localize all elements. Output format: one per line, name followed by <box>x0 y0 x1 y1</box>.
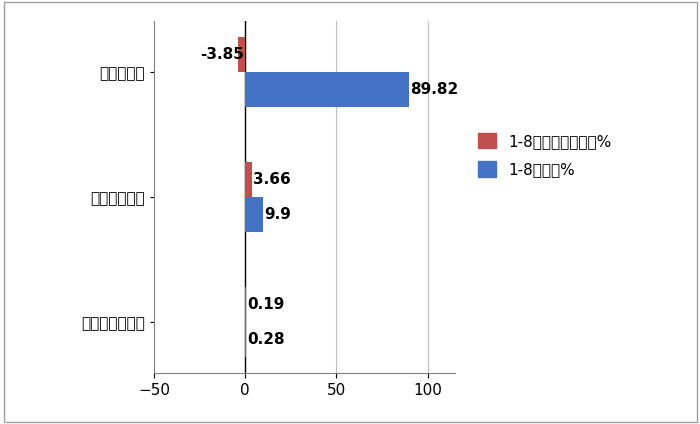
Legend: 1-8月占比同比增减%, 1-8月占比%: 1-8月占比同比增减%, 1-8月占比% <box>477 133 612 177</box>
Bar <box>245 162 252 197</box>
Text: 89.82: 89.82 <box>410 82 458 97</box>
Bar <box>245 197 263 232</box>
Bar <box>245 72 409 107</box>
Bar <box>238 37 245 72</box>
Text: 3.66: 3.66 <box>253 172 291 187</box>
Text: 0.28: 0.28 <box>247 332 285 347</box>
Text: 0.19: 0.19 <box>247 297 284 312</box>
Text: 9.9: 9.9 <box>265 207 292 222</box>
Text: -3.85: -3.85 <box>200 47 244 62</box>
